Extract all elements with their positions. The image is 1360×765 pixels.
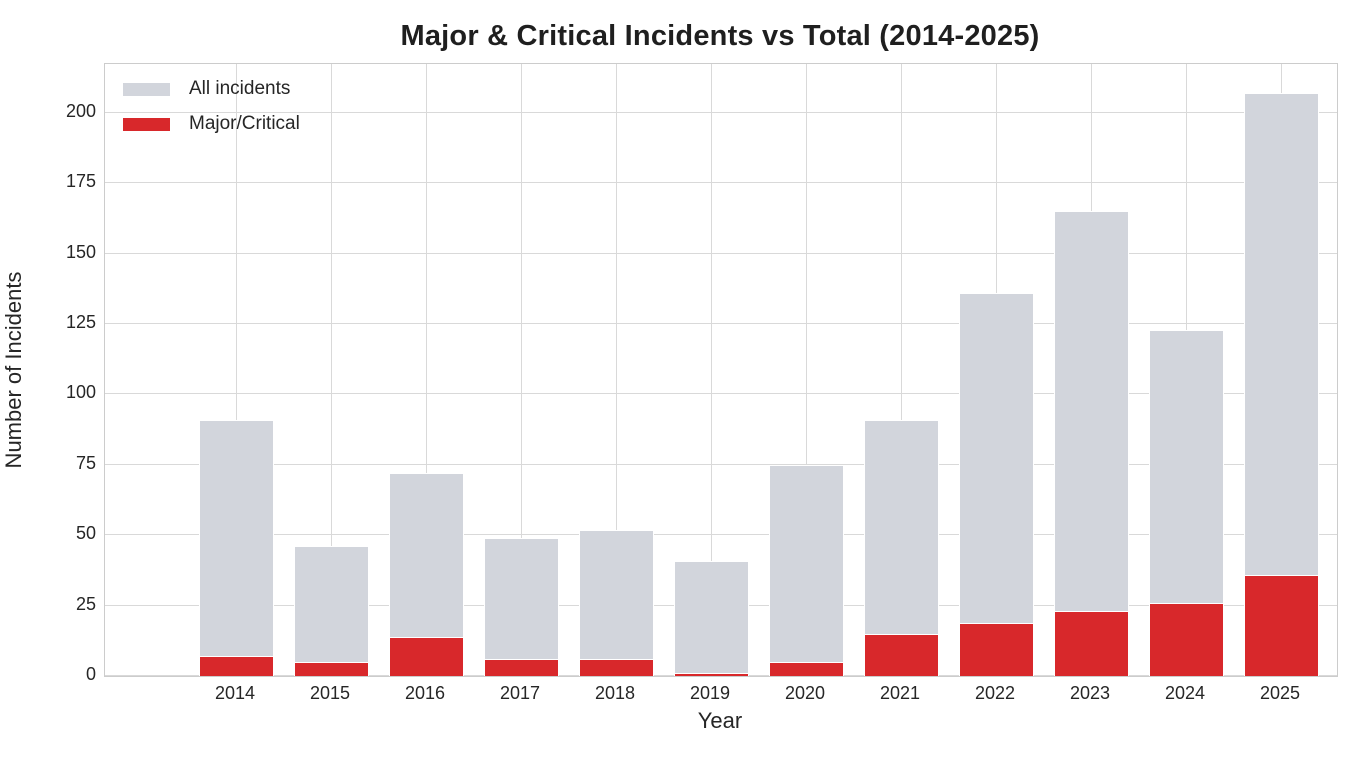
- bar-total-2017: [483, 538, 559, 676]
- gridline-x-2021: [900, 64, 902, 676]
- x-tick-label-2022: 2022: [974, 683, 1016, 703]
- x-tick-label-2014: 2014: [214, 683, 256, 703]
- x-axis-label: Year: [697, 708, 743, 733]
- bar-total-2018: [578, 529, 654, 676]
- bar-major-2025: [1243, 574, 1319, 676]
- bar-total-2014: [198, 419, 274, 676]
- x-tick-label-2016: 2016: [404, 683, 446, 703]
- chart-title: Major & Critical Incidents vs Total (201…: [400, 20, 1040, 52]
- y-tick-label-75: 75: [75, 452, 96, 473]
- legend-label: Major/Critical: [189, 113, 300, 134]
- bar-major-2021: [863, 633, 939, 676]
- plot-area: All incidents Major/Critical: [104, 63, 1338, 677]
- legend-item-all-incidents: All incidents: [123, 78, 300, 100]
- gridline-x-2016: [425, 64, 427, 676]
- y-tick-label-175: 175: [65, 171, 96, 192]
- gridline-y-175: [105, 182, 1337, 184]
- gridline-y-150: [105, 252, 1337, 254]
- major-critical-swatch: [123, 117, 170, 131]
- bar-major-2023: [1053, 611, 1129, 676]
- x-tick-label-2015: 2015: [309, 683, 351, 703]
- bar-major-2019: [673, 673, 749, 676]
- gridline-x-2020: [805, 64, 807, 676]
- all-incidents-swatch: [123, 82, 170, 96]
- x-tick-label-2020: 2020: [784, 683, 826, 703]
- x-tick-label-2021: 2021: [879, 683, 921, 703]
- y-tick-label-150: 150: [65, 241, 96, 262]
- bar-major-2015: [293, 661, 369, 676]
- gridline-x-2019: [710, 64, 712, 676]
- y-axis-label: Number of Incidents: [1, 271, 26, 469]
- bar-major-2022: [958, 622, 1034, 676]
- x-tick-label-2023: 2023: [1069, 683, 1111, 703]
- gridline-x-2018: [615, 64, 617, 676]
- x-tick-label-2018: 2018: [594, 683, 636, 703]
- chart-legend: All incidents Major/Critical: [123, 78, 300, 148]
- bar-major-2016: [388, 636, 464, 676]
- bar-total-2019: [673, 560, 749, 676]
- gridline-y-75: [105, 463, 1337, 465]
- gridline-x-2015: [330, 64, 332, 676]
- bar-total-2022: [958, 293, 1034, 676]
- legend-item-major-critical: Major/Critical: [123, 113, 300, 135]
- y-tick-label-0: 0: [85, 664, 96, 684]
- bar-major-2024: [1148, 602, 1224, 676]
- x-tick-label-2019: 2019: [689, 683, 731, 703]
- gridline-y-100: [105, 393, 1337, 395]
- gridline-y-200: [105, 111, 1337, 113]
- gridline-x-2017: [520, 64, 522, 676]
- legend-label: All incidents: [189, 78, 291, 99]
- bar-major-2020: [768, 661, 844, 676]
- y-tick-label-125: 125: [65, 312, 96, 333]
- y-tick-label-25: 25: [75, 593, 96, 614]
- y-tick-label-50: 50: [75, 523, 96, 544]
- bar-major-2014: [198, 656, 274, 676]
- gridline-x-2014: [235, 64, 237, 676]
- x-tick-label-2024: 2024: [1164, 683, 1206, 703]
- bar-total-2021: [863, 419, 939, 676]
- gridline-y-50: [105, 534, 1337, 536]
- bar-major-2017: [483, 659, 559, 676]
- gridline-y-125: [105, 323, 1337, 325]
- x-tick-label-2025: 2025: [1259, 683, 1301, 703]
- x-tick-label-2017: 2017: [499, 683, 541, 703]
- bar-total-2023: [1053, 211, 1129, 676]
- y-tick-label-100: 100: [65, 382, 96, 403]
- y-tick-label-200: 200: [65, 100, 96, 121]
- bar-major-2018: [578, 659, 654, 676]
- bar-total-2015: [293, 546, 369, 676]
- bar-total-2020: [768, 464, 844, 676]
